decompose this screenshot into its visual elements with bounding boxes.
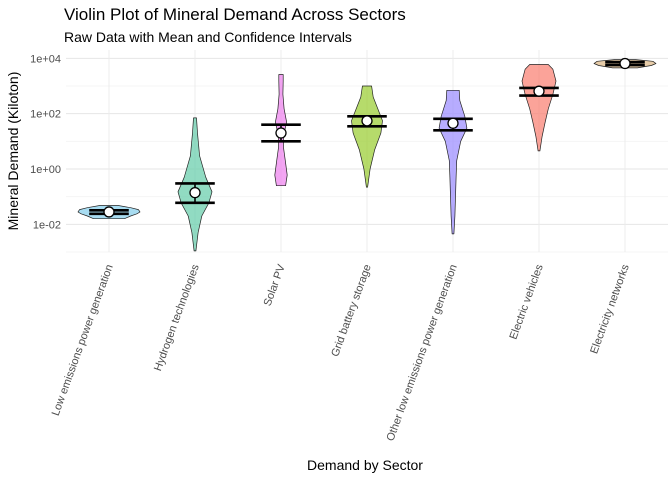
y-tick-label: 1e-02 — [33, 219, 61, 231]
mean-point — [533, 85, 545, 97]
x-tick-label: Electric vehicles — [508, 262, 546, 341]
mean-point — [189, 186, 201, 199]
mean-point — [103, 206, 115, 218]
violin-6 — [521, 64, 557, 152]
x-tick-label: Other low emissions power generation — [385, 263, 460, 443]
x-tick-label: Low emissions power generation — [50, 263, 116, 418]
x-tick-label: Solar PV — [262, 262, 288, 308]
x-tick-label: Hydrogen technologies — [152, 262, 202, 372]
mean-point — [275, 127, 287, 139]
y-axis-label: Mineral Demand (Kiloton) — [5, 72, 21, 231]
mean-point — [361, 115, 373, 127]
x-axis-label: Demand by Sector — [307, 457, 423, 473]
violin-4 — [351, 85, 383, 188]
violin-5 — [438, 89, 468, 235]
y-tick-label: 1e+04 — [30, 53, 61, 65]
mean-point — [619, 57, 631, 70]
y-tick-label: 1e+00 — [30, 164, 61, 176]
x-tick-label: Grid battery storage — [329, 263, 374, 358]
chart-subtitle: Raw Data with Mean and Confidence Interv… — [64, 29, 352, 45]
y-tick-label: 1e+02 — [30, 109, 61, 121]
mean-point — [447, 117, 459, 129]
x-tick-label: Electricity networks — [588, 262, 632, 355]
chart-title: Violin Plot of Mineral Demand Across Sec… — [64, 5, 406, 24]
